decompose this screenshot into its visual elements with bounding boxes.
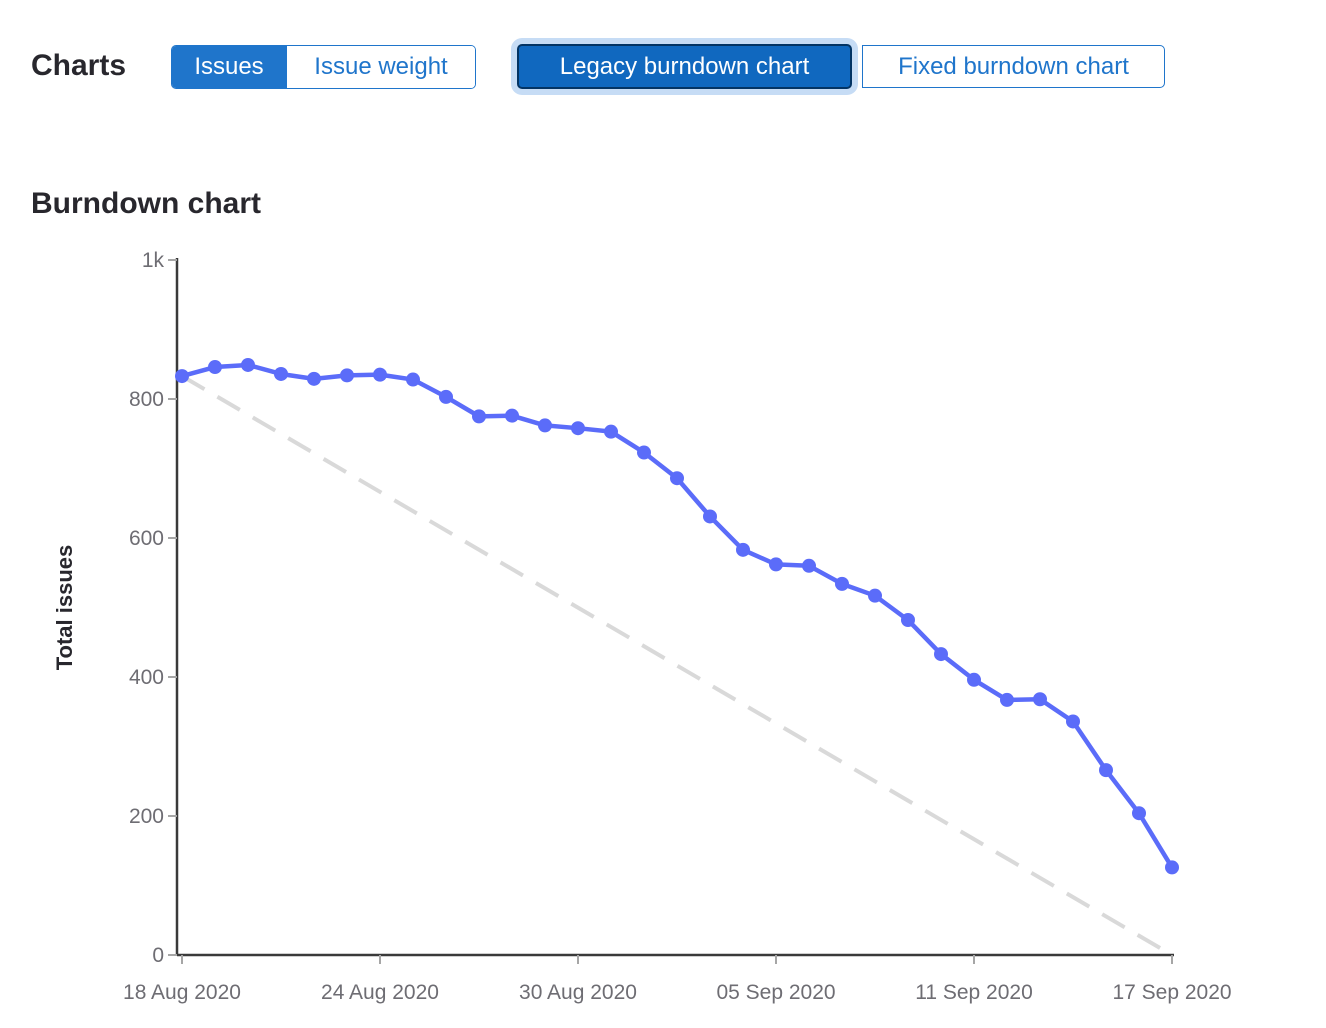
x-tick-label: 11 Sep 2020 [915, 981, 1033, 1004]
data-point[interactable] [703, 509, 717, 524]
data-point[interactable] [1099, 763, 1113, 778]
data-point[interactable] [274, 366, 288, 381]
data-point[interactable] [175, 369, 189, 384]
data-point[interactable] [208, 360, 222, 375]
data-point[interactable] [1165, 860, 1179, 875]
data-point[interactable] [967, 672, 981, 687]
burndown-chart-canvas: 0 200 400 600 800 1k 18 Aug 2020 24 Aug 2020 30 … [52, 249, 1232, 1004]
data-point[interactable] [604, 424, 618, 439]
y-tick-label: 600 [129, 527, 164, 550]
issues-button[interactable]: Issues [172, 46, 286, 88]
x-tick-label: 30 Aug 2020 [519, 981, 637, 1004]
x-tick-label: 17 Sep 2020 [1112, 981, 1231, 1004]
data-point[interactable] [868, 588, 882, 603]
x-tick-label: 24 Aug 2020 [321, 981, 439, 1004]
y-tick-label: 0 [152, 944, 164, 967]
data-point[interactable] [769, 557, 783, 572]
charts-label: Charts [31, 49, 127, 82]
data-point[interactable] [439, 389, 453, 404]
data-point[interactable] [538, 418, 552, 433]
data-point[interactable] [340, 368, 354, 383]
ideal-burndown-line [180, 374, 1174, 957]
x-tick-label: 05 Sep 2020 [716, 981, 835, 1004]
data-point[interactable] [835, 576, 849, 591]
y-tick-label: 1k [142, 249, 165, 272]
data-point[interactable] [1066, 714, 1080, 729]
data-point[interactable] [1033, 692, 1047, 707]
issue-type-toggle: Issues Issue weight [171, 45, 476, 89]
data-point[interactable] [373, 367, 387, 382]
issue-weight-button[interactable]: Issue weight [286, 46, 475, 88]
data-point[interactable] [505, 408, 519, 423]
y-tick-label: 400 [129, 666, 164, 689]
data-point[interactable] [571, 421, 585, 436]
data-point[interactable] [241, 357, 255, 372]
data-point[interactable] [472, 409, 486, 424]
data-point[interactable] [1132, 806, 1146, 821]
data-point[interactable] [670, 471, 684, 486]
data-point[interactable] [934, 647, 948, 662]
data-point[interactable] [637, 445, 651, 460]
data-point[interactable] [901, 613, 915, 628]
page-title: Burndown chart [31, 187, 261, 221]
y-tick-label: 800 [129, 388, 164, 411]
y-tick-label: 200 [129, 805, 164, 828]
burndown-line [179, 362, 1175, 870]
x-tick-label: 18 Aug 2020 [123, 981, 241, 1004]
fixed-burndown-chart-button[interactable]: Fixed burndown chart [862, 45, 1165, 88]
y-axis-title: Total issues [52, 545, 77, 671]
data-point[interactable] [307, 371, 321, 386]
data-point[interactable] [406, 372, 420, 387]
legacy-burndown-chart-button[interactable]: Legacy burndown chart [517, 44, 852, 89]
data-point[interactable] [802, 558, 816, 573]
data-point[interactable] [1000, 692, 1014, 707]
data-point[interactable] [736, 542, 750, 557]
